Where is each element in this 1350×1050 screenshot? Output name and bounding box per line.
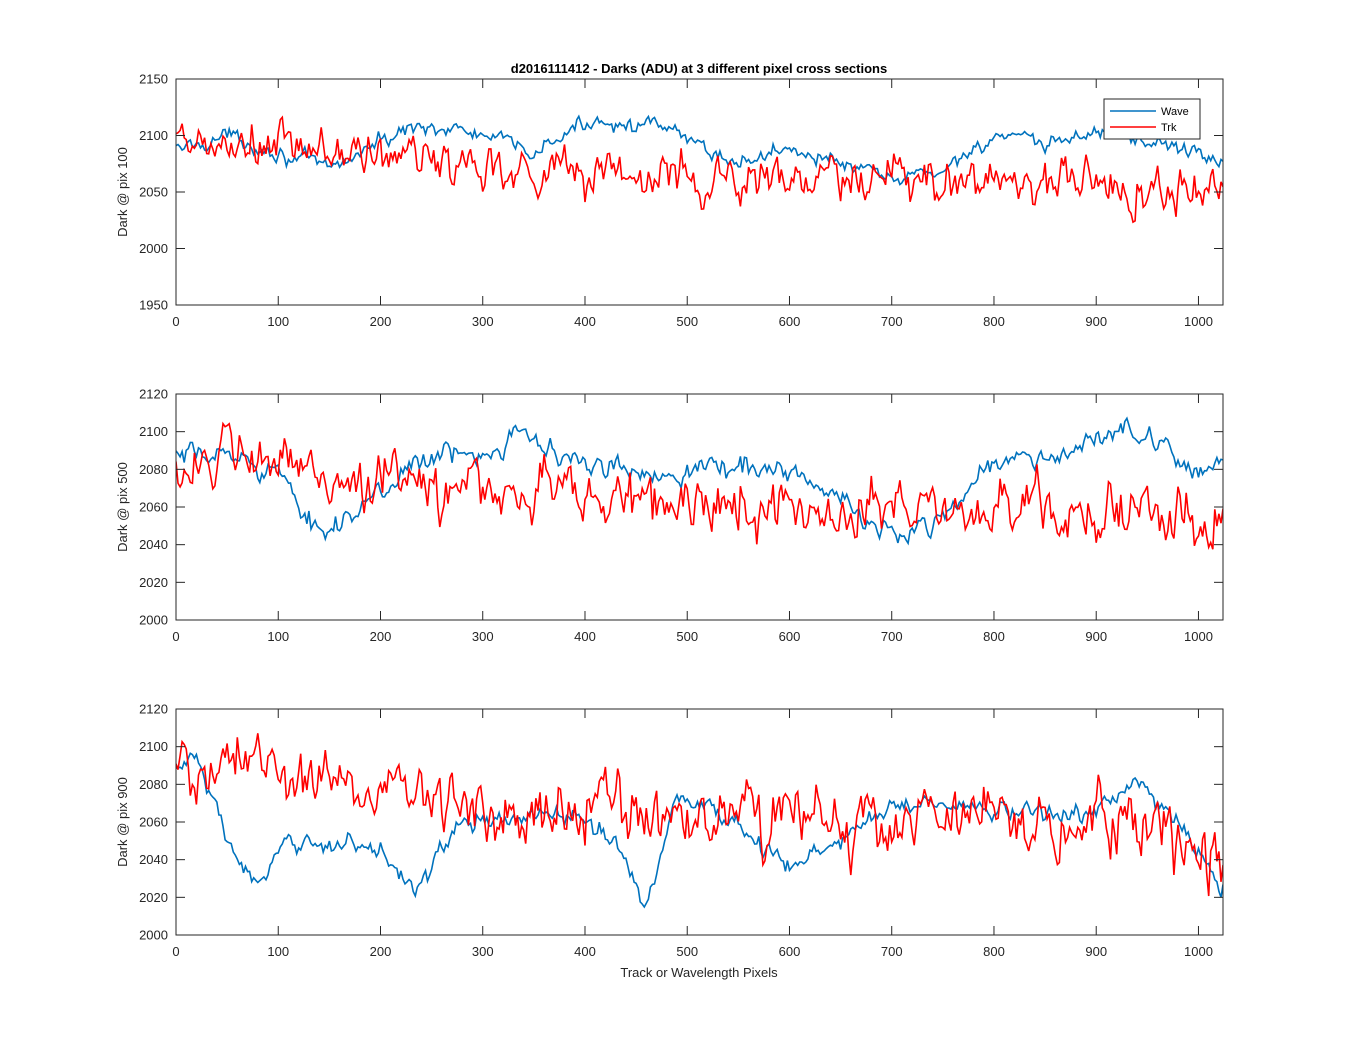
x-tick-label: 600 <box>779 629 801 644</box>
x-tick-label: 700 <box>881 314 903 329</box>
x-tick-label: 0 <box>172 629 179 644</box>
y-tick-label: 2100 <box>139 739 168 754</box>
y-tick-label: 2000 <box>139 613 168 628</box>
y-tick-label: 2020 <box>139 575 168 590</box>
y-tick-label: 2000 <box>139 241 168 256</box>
legend: Wave Trk <box>1103 98 1201 140</box>
x-tick-label: 1000 <box>1184 629 1213 644</box>
y-tick-label: 2080 <box>139 462 168 477</box>
x-tick-label: 400 <box>574 944 596 959</box>
y-axis-label: Dark @ pix 900 <box>115 777 130 867</box>
x-tick-label: 200 <box>370 314 392 329</box>
x-tick-label: 800 <box>983 944 1005 959</box>
plot-area <box>176 394 1223 620</box>
x-tick-label: 200 <box>370 629 392 644</box>
y-axis-label: Dark @ pix 100 <box>115 147 130 237</box>
x-tick-label: 0 <box>172 944 179 959</box>
x-tick-label: 300 <box>472 629 494 644</box>
series-line-trk <box>176 421 1223 550</box>
x-tick-label: 0 <box>172 314 179 329</box>
panel-top: 0 100 200 300 400 500 600 700 800 900 1000 1950 2000… <box>115 61 1224 329</box>
y-tick-label: 2120 <box>139 702 168 717</box>
y-tick-label: 2150 <box>139 72 168 87</box>
plot-area <box>176 709 1223 935</box>
y-tick-label: 2060 <box>139 815 168 830</box>
x-tick-label: 1000 <box>1184 944 1213 959</box>
x-tick-label: 500 <box>676 944 698 959</box>
x-tick-label: 800 <box>983 629 1005 644</box>
x-tick-label: 500 <box>676 314 698 329</box>
x-tick-label: 900 <box>1085 944 1107 959</box>
x-tick-label: 900 <box>1085 629 1107 644</box>
y-tick-label: 1950 <box>139 298 168 313</box>
x-tick-label: 700 <box>881 629 903 644</box>
y-tick-label: 2100 <box>139 424 168 439</box>
y-tick-label: 2060 <box>139 500 168 515</box>
x-tick-label: 700 <box>881 944 903 959</box>
series-line-trk <box>176 115 1223 224</box>
x-tick-label: 500 <box>676 629 698 644</box>
y-tick-label: 2050 <box>139 185 168 200</box>
panel-middle: 0 100 200 300 400 500 600 700 800 900 1000 2000 2020… <box>115 387 1224 644</box>
series-line-trk <box>176 733 1223 897</box>
y-tick-label: 2020 <box>139 890 168 905</box>
x-tick-label: 100 <box>267 629 289 644</box>
x-tick-label: 900 <box>1085 314 1107 329</box>
x-tick-label: 800 <box>983 314 1005 329</box>
x-tick-label: 300 <box>472 944 494 959</box>
x-tick-label: 600 <box>779 944 801 959</box>
y-tick-label: 2080 <box>139 777 168 792</box>
x-tick-label: 400 <box>574 629 596 644</box>
x-tick-label: 400 <box>574 314 596 329</box>
panel-bottom: 0 100 200 300 400 500 600 700 800 900 1000 2000 2020… <box>115 702 1224 980</box>
x-tick-label: 600 <box>779 314 801 329</box>
y-tick-label: 2100 <box>139 128 168 143</box>
x-axis-label: Track or Wavelength Pixels <box>620 965 778 980</box>
y-tick-label: 2040 <box>139 852 168 867</box>
legend-box <box>1103 98 1201 140</box>
x-tick-label: 300 <box>472 314 494 329</box>
series-line-wave <box>176 416 1223 546</box>
plot-area <box>176 79 1223 305</box>
legend-label-wave: Wave <box>1161 106 1189 118</box>
chart-title: d2016111412 - Darks (ADU) at 3 different… <box>511 61 887 76</box>
y-tick-label: 2040 <box>139 537 168 552</box>
x-tick-label: 100 <box>267 944 289 959</box>
x-tick-label: 200 <box>370 944 392 959</box>
legend-label-trk: Trk <box>1161 122 1177 134</box>
y-axis-label: Dark @ pix 500 <box>115 462 130 552</box>
x-tick-label: 1000 <box>1184 314 1213 329</box>
y-tick-label: 2000 <box>139 928 168 943</box>
y-tick-label: 2120 <box>139 387 168 402</box>
x-tick-label: 100 <box>267 314 289 329</box>
